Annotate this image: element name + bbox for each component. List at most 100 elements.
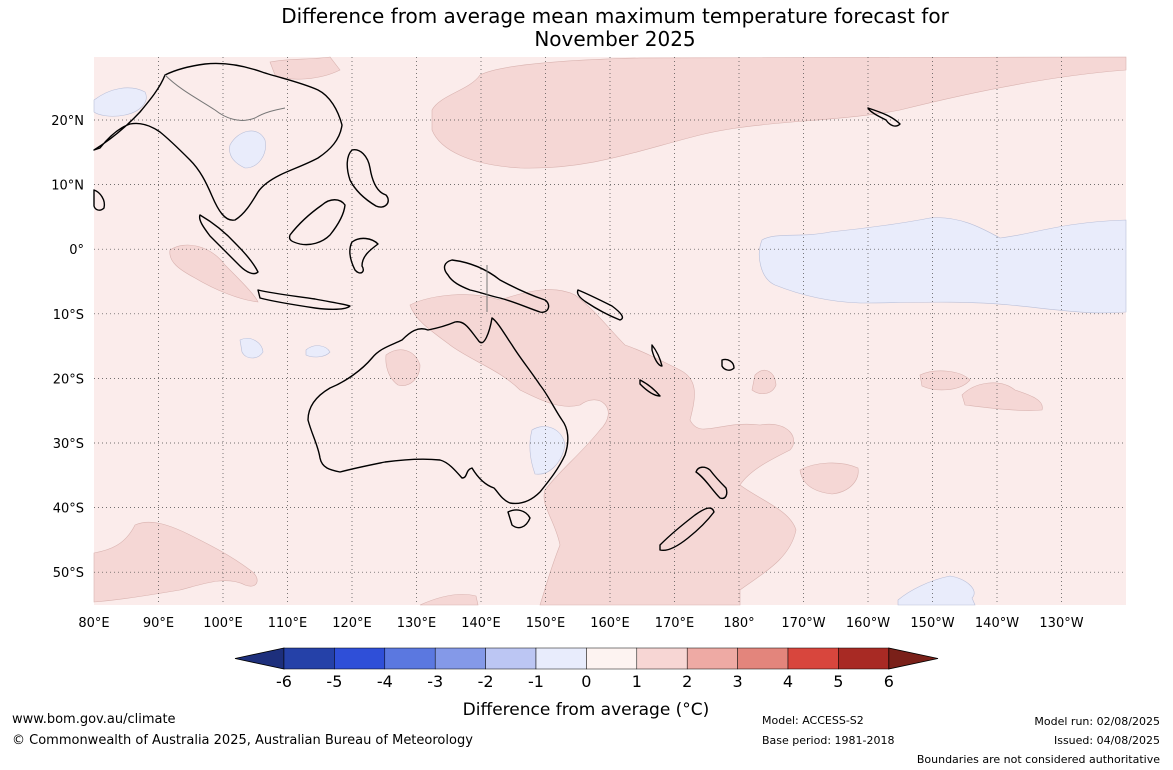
longitude-label: 80°E [78,616,109,631]
coastline-vanuatu [651,344,663,367]
colorbar-swatch [636,647,688,670]
latitude-label: 50°S [53,566,84,581]
colorbar-tick-label: -2 [478,672,494,691]
colorbar-swatch [384,647,436,670]
longitude-label: 170°W [781,616,825,631]
colorbar-tick-label: -6 [276,672,292,691]
warm-region-nw-australia [385,349,421,386]
longitude-label: 150°E [526,616,566,631]
graticule [94,57,1126,605]
latitude-label: 10°S [53,308,84,323]
colorbar-tick-label: 3 [733,672,743,691]
warm-region-indian [169,244,259,303]
coastlines [93,62,901,552]
colorbar-swatch [485,647,537,670]
longitude-label: 110°E [268,616,308,631]
colorbar-tick-label: 4 [783,672,793,691]
colorbar-tick-label: 0 [581,672,591,691]
cool-region-india [93,87,147,117]
footer-copyright: © Commonwealth of Australia 2025, Austra… [12,733,473,748]
coastline-new-caledonia [639,379,661,397]
cool-region-south-east-pacific [897,575,976,606]
latitude-label: 20°N [51,114,84,129]
map-panel [93,56,1127,606]
longitude-label: 100°E [203,616,243,631]
latitude-label: 0° [69,243,84,258]
longitude-label: 140°E [461,616,501,631]
footer-base-period: Base period: 1981-2018 [762,734,894,747]
warm-region-south-east [419,594,479,606]
colorbar-tick-label: 1 [632,672,642,691]
coastline-solomons [576,289,624,321]
coastline-sri-lanka [93,189,106,211]
colorbar-swatch [535,647,587,670]
longitude-label: 90°E [143,616,174,631]
colorbar-tick-label: 2 [682,672,692,691]
colorbar-swatch [686,647,738,670]
colorbar-tick-label: -1 [528,672,544,691]
colorbar-swatch [838,647,890,670]
colorbar-tick-label: -5 [326,672,342,691]
coastline-sulawesi [349,237,379,274]
coastline-sumatra [198,214,259,275]
warm-region-south-west [93,521,258,603]
title-line-1: Difference from average mean maximum tem… [281,4,949,28]
cool-region-east-australia [529,426,566,475]
cool-region-indochina [229,130,266,169]
coastline-new-zealand-south [659,507,715,552]
coastline-java [257,289,351,311]
longitude-label: 150°W [910,616,954,631]
footer-model: Model: ACCESS-S2 [762,714,864,727]
latitude-label: 30°S [53,437,84,452]
coastline-tasmania [507,509,531,529]
colorbar-swatch [586,647,638,670]
colorbar-under-arrow [234,647,285,670]
longitude-label: 120°E [332,616,372,631]
longitude-labels: 80°E 90°E 100°E 110°E 120°E 130°E 140°E 150°E 16… [78,616,1083,631]
cool-region-indian-2 [305,345,331,358]
colorbar: -6 -5 -4 -3 -2 -1 0 1 2 3 4 5 6 [234,647,939,691]
latitude-label: 10°N [51,179,84,194]
coastline-asia [93,62,343,221]
footer-disclaimer: Boundaries are not considered authoritat… [917,753,1160,766]
cool-region-indian-1 [239,338,264,359]
cool-region-equatorial-pacific [759,217,1127,314]
colorbar-swatch [334,647,386,670]
latitude-label: 20°S [53,372,84,387]
footer-issued: Issued: 04/08/2025 [1054,734,1160,747]
colorbar-tick-label: -3 [427,672,443,691]
longitude-label: 130°E [397,616,437,631]
longitude-label: 170°E [655,616,695,631]
coastline-borneo [288,199,346,246]
footer-website: www.bom.gov.au/climate [12,712,176,727]
warm-region-south-pacific [799,462,859,495]
colorbar-swatch [787,647,839,670]
colorbar-tick-label: 5 [833,672,843,691]
longitude-label: 130°W [1039,616,1083,631]
colorbar-swatch [434,647,486,670]
longitude-label: 160°W [846,616,890,631]
colorbar-swatch [283,647,335,670]
country-borders [164,74,488,312]
coastline-fiji [721,358,735,371]
coastline-hawaii [867,107,901,127]
coastline-australia [307,317,569,505]
coastline-new-guinea [443,259,550,313]
warm-anomaly-regions [93,56,1127,606]
latitude-labels: 20°N 10°N 0° 10°S 20°S 30°S 40°S 50°S [51,114,84,581]
colorbar-label: Difference from average (°C) [463,700,710,720]
warm-region-tasman [409,289,797,606]
footer-model-run: Model run: 02/08/2025 [1034,715,1160,728]
border-mainland-asia [164,74,286,121]
warm-region-north-pacific [431,56,1127,169]
coastline-philippines [346,149,389,208]
colorbar-tick-label: -4 [377,672,393,691]
latitude-label: 40°S [53,502,84,517]
longitude-label: 160°E [590,616,630,631]
warm-region-fiji [751,370,777,394]
warm-region-east-2 [961,382,1043,411]
longitude-label: 140°W [975,616,1019,631]
title-line-2: November 2025 [534,27,695,51]
colorbar-swatch [737,647,789,670]
